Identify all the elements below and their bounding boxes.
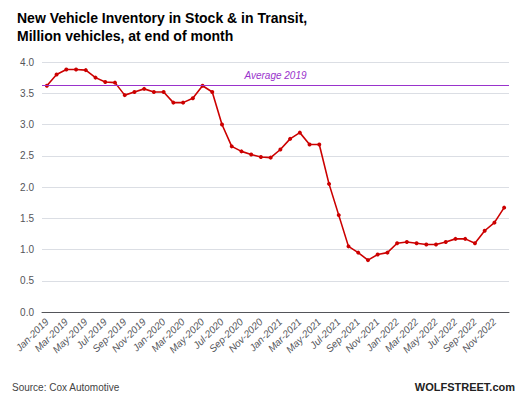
svg-text:Jul-2022: Jul-2022 xyxy=(424,316,460,351)
svg-text:Average 2019: Average 2019 xyxy=(243,70,307,81)
svg-text:1.5: 1.5 xyxy=(20,213,34,224)
svg-text:Mar-2022: Mar-2022 xyxy=(382,316,421,354)
svg-text:Jul-2020: Jul-2020 xyxy=(191,316,226,351)
svg-text:Mar-2019: Mar-2019 xyxy=(32,316,71,354)
svg-text:0.0: 0.0 xyxy=(20,307,34,318)
svg-text:Sep-2021: Sep-2021 xyxy=(323,316,363,355)
svg-text:Nov-2019: Nov-2019 xyxy=(109,316,148,355)
svg-text:Jul-2021: Jul-2021 xyxy=(307,316,343,351)
svg-text:0.5: 0.5 xyxy=(20,275,34,286)
svg-text:Sep-2019: Sep-2019 xyxy=(90,316,129,355)
svg-text:Sep-2020: Sep-2020 xyxy=(206,316,246,355)
svg-text:WOLFSTREET.com: WOLFSTREET.com xyxy=(415,381,515,393)
svg-text:Mar-2020: Mar-2020 xyxy=(149,316,187,354)
svg-text:Nov-2020: Nov-2020 xyxy=(226,316,265,355)
svg-text:Nov-2021: Nov-2021 xyxy=(343,316,382,355)
svg-text:May-2022: May-2022 xyxy=(400,316,440,356)
svg-text:Jul-2019: Jul-2019 xyxy=(74,316,110,351)
svg-text:1.0: 1.0 xyxy=(20,244,34,255)
svg-text:May-2020: May-2020 xyxy=(167,316,207,356)
svg-text:4.0: 4.0 xyxy=(20,57,34,68)
svg-text:2.5: 2.5 xyxy=(20,150,34,161)
svg-text:Jan-2022: Jan-2022 xyxy=(363,316,401,354)
svg-text:May-2021: May-2021 xyxy=(284,316,324,356)
svg-text:Source: Cox Automotive: Source: Cox Automotive xyxy=(12,382,120,393)
svg-text:Million vehicles, at end of mo: Million vehicles, at end of month xyxy=(17,28,233,44)
svg-text:Jan-2019: Jan-2019 xyxy=(13,316,51,354)
svg-text:Nov-2022: Nov-2022 xyxy=(460,316,499,355)
svg-text:2.0: 2.0 xyxy=(20,182,34,193)
svg-text:Mar-2021: Mar-2021 xyxy=(265,316,304,354)
svg-text:3.5: 3.5 xyxy=(20,88,34,99)
svg-text:New Vehicle Inventory in Stock: New Vehicle Inventory in Stock & in Tran… xyxy=(17,10,307,26)
svg-text:3.0: 3.0 xyxy=(20,119,34,130)
svg-text:Jan-2021: Jan-2021 xyxy=(247,316,285,354)
svg-text:May-2019: May-2019 xyxy=(50,316,90,356)
svg-text:Sep-2022: Sep-2022 xyxy=(440,316,479,355)
svg-text:Jan-2020: Jan-2020 xyxy=(130,316,168,354)
